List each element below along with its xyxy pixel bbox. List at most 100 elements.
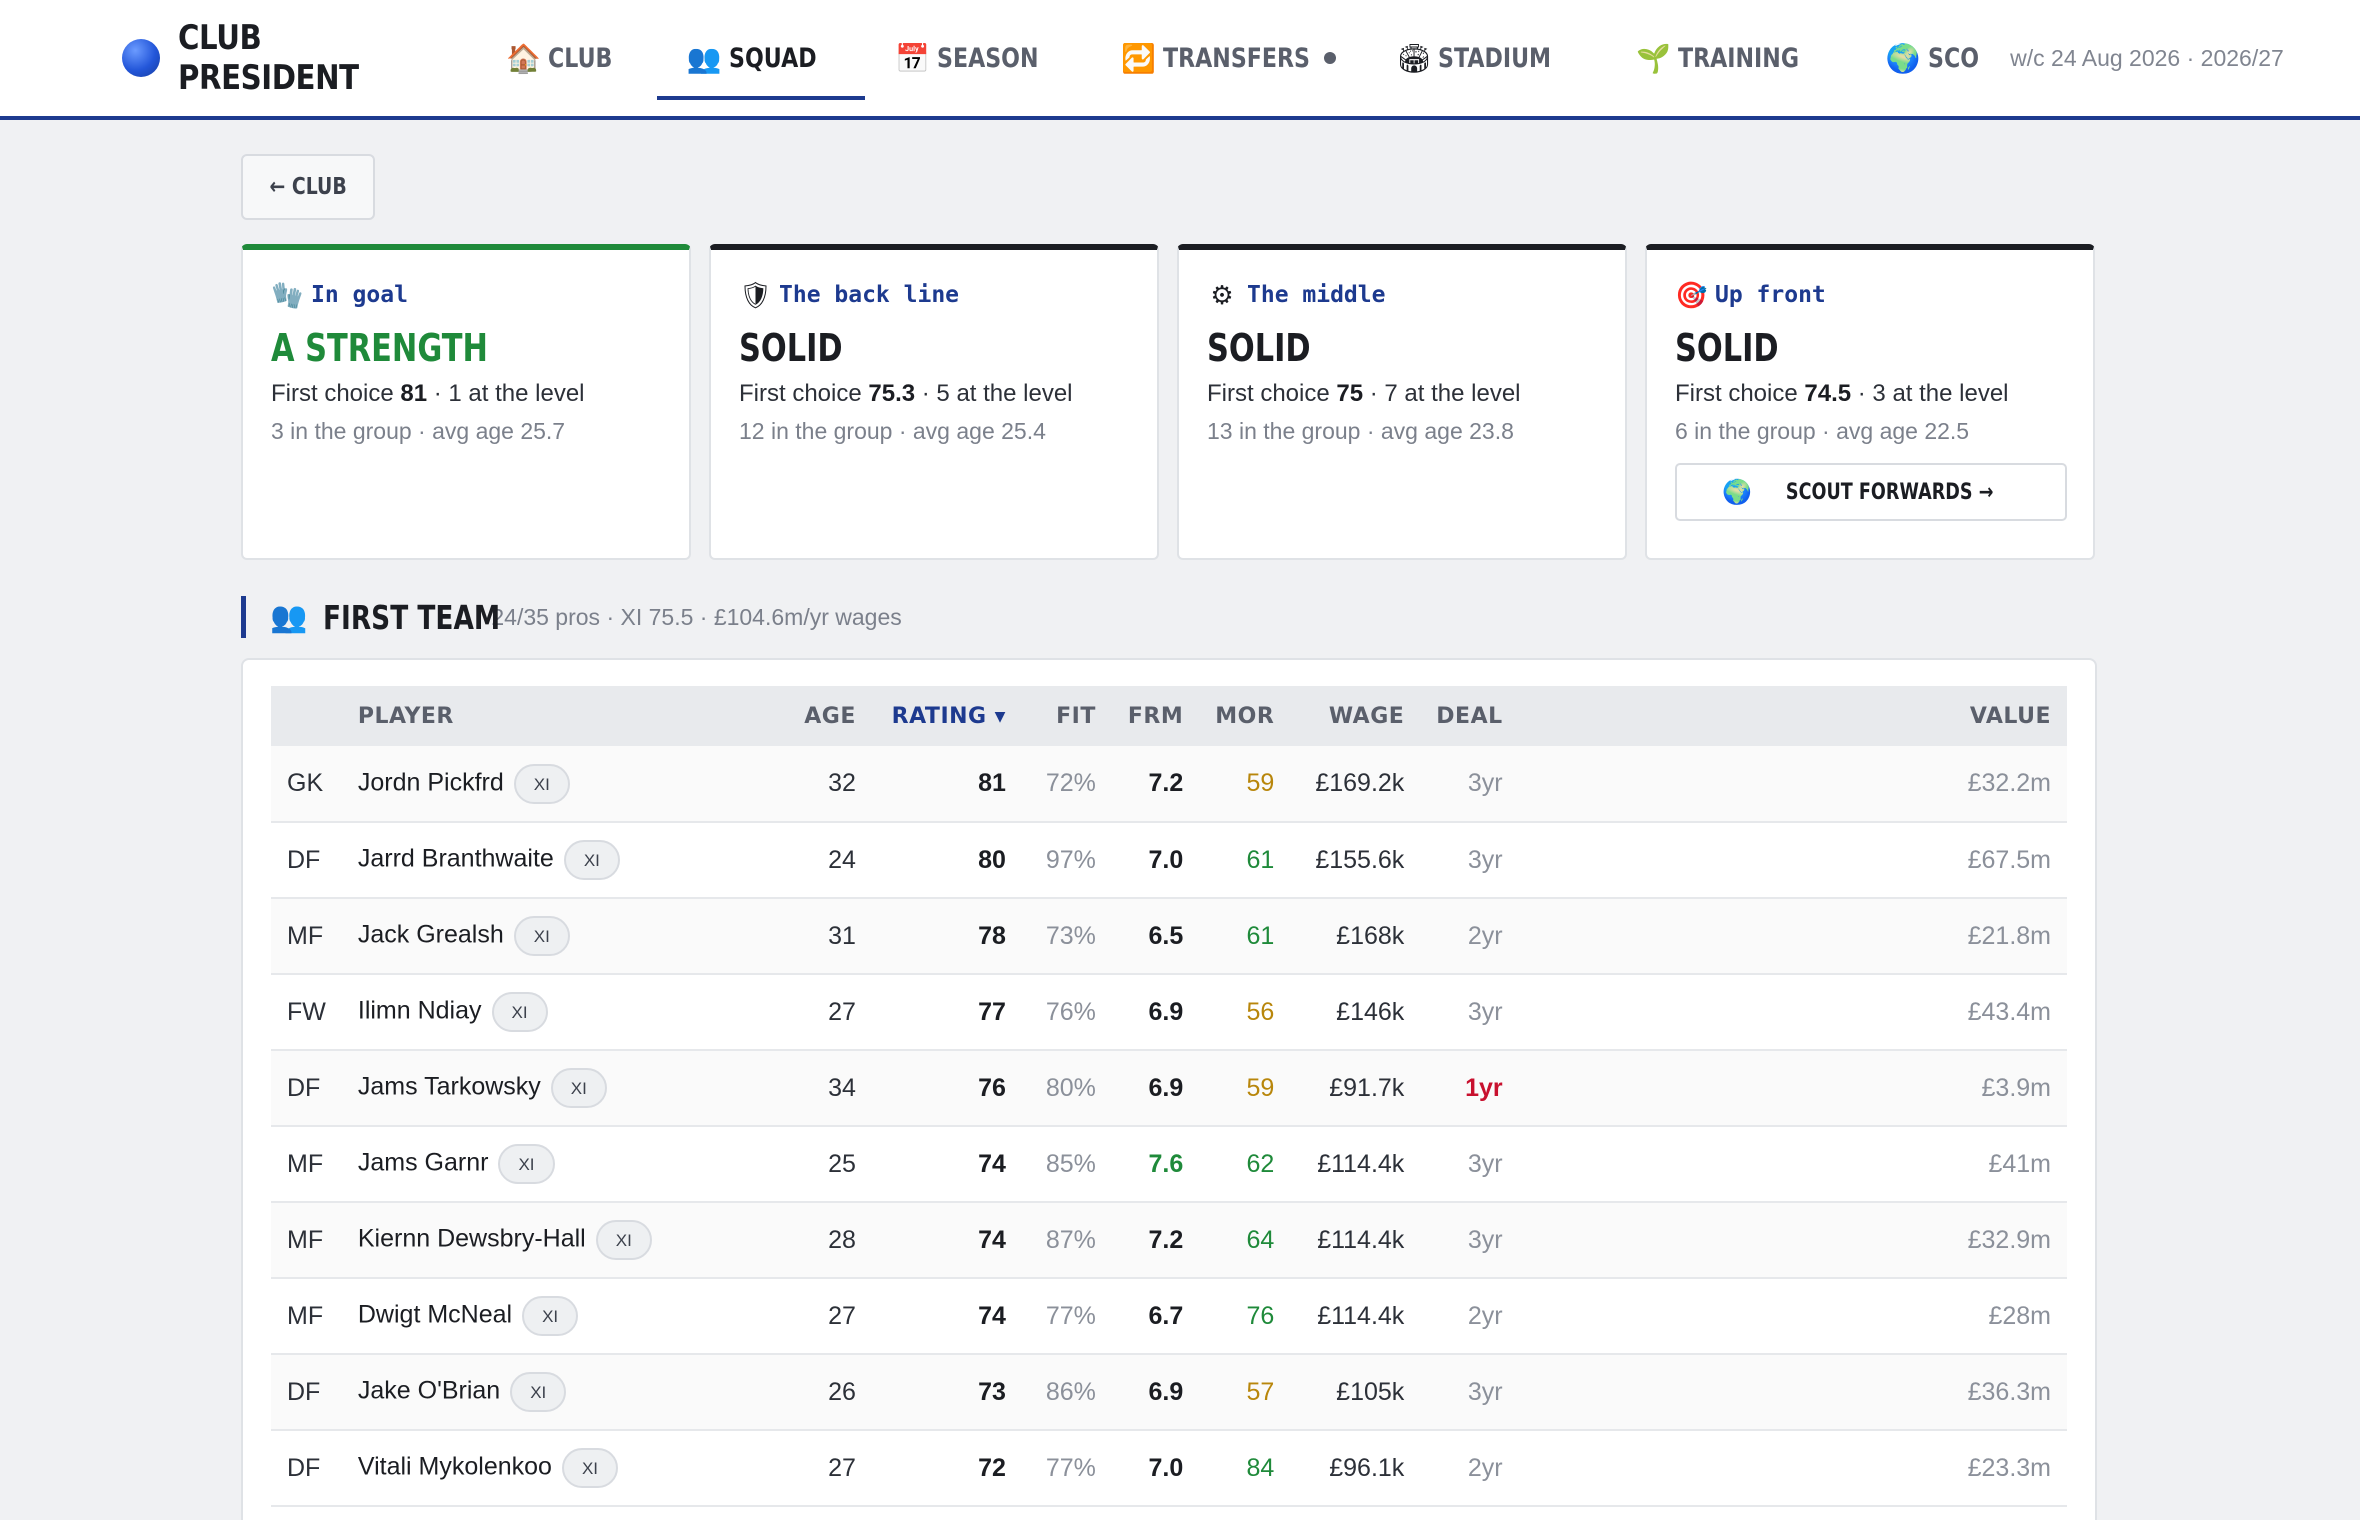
gear-icon: ⚙ bbox=[1210, 279, 1234, 310]
table-row[interactable]: DF Vitali Mykolenkoo XI 27 72 77% 7.0 84 £96.1k 2… bbox=[271, 1430, 2067, 1506]
table-row[interactable]: MF Jack Grealsh XI 31 78 73% 6.5 61 £168k 2yr £21.… bbox=[271, 898, 2067, 974]
player-name[interactable]: Dwigt McNeal bbox=[357, 1300, 513, 1329]
player-wage: £146k bbox=[1336, 997, 1405, 1026]
tab-scout[interactable]: 🌍 SCO bbox=[1856, 0, 2006, 116]
player-cell[interactable]: Jams Tarkowsky XI bbox=[342, 1050, 782, 1126]
tab-transfers[interactable]: 🔁 TRANSFERS bbox=[1091, 0, 1366, 116]
nav-tabs: 🏠 CLUB 👥 SQUAD 📅 SEASON 🔁 TRANSFERS 🏟 STADIUM 🌱 TRA… bbox=[476, 0, 2006, 116]
player-name[interactable]: Vitali Mykolenkoo bbox=[357, 1452, 552, 1481]
card-first-choice: First choice 75 · 7 at the level bbox=[1207, 380, 1597, 408]
card-first-choice: First choice 81 · 1 at the level bbox=[271, 380, 661, 408]
player-rating: 76 bbox=[978, 1073, 1006, 1102]
contract-length: 3yr bbox=[1467, 997, 1503, 1026]
table-row[interactable]: DF Jake O'Brian XI 26 73 86% 6.9 57 £105k 3yr £36.… bbox=[271, 1354, 2067, 1430]
player-age: 27 bbox=[828, 1453, 856, 1482]
card-kicker: The middle bbox=[1247, 282, 1386, 308]
level-count: · 5 at the level bbox=[915, 380, 1073, 407]
player-cell[interactable]: Kiernn Dewsbry-Hall XI bbox=[342, 1202, 782, 1278]
col-player[interactable]: PLAYER bbox=[341, 686, 782, 746]
tab-stadium[interactable]: 🏟 STADIUM bbox=[1366, 0, 1606, 116]
main-content: ← CLUB 🧤 In goal A STRENGTH First choice 81… bbox=[241, 154, 2097, 1520]
calendar-icon: 📅 bbox=[895, 42, 931, 74]
table-row[interactable]: MF Dwigt McNeal XI 27 74 77% 6.7 76 £114.4k 2yr £2… bbox=[271, 1278, 2067, 1354]
first-choice-rating: 74.5 bbox=[1804, 380, 1852, 407]
contract-length: 3yr bbox=[1467, 1225, 1503, 1254]
player-rating: 78 bbox=[978, 921, 1006, 950]
col-fit[interactable]: FIT bbox=[1021, 686, 1112, 746]
table-row[interactable]: GK Jordn Pickfrd XI 32 81 72% 7.2 59 £169.2k 3yr £… bbox=[271, 746, 2067, 822]
player-name[interactable]: Kiernn Dewsbry-Hall bbox=[357, 1224, 586, 1253]
player-value: £67.5m bbox=[1967, 845, 2051, 874]
first-choice-label: First choice bbox=[271, 380, 401, 407]
tab-season[interactable]: 📅 SEASON bbox=[865, 0, 1091, 116]
first-choice-rating: 75.3 bbox=[868, 380, 916, 407]
scout-forwards-button[interactable]: 🌍 SCOUT FORWARDS → bbox=[1675, 463, 2067, 521]
player-cell[interactable]: Jake O'Brian XI bbox=[342, 1354, 782, 1430]
player-name[interactable]: Jams Tarkowsky bbox=[357, 1072, 541, 1101]
repeat-icon: 🔁 bbox=[1121, 42, 1157, 74]
col-age[interactable]: AGE bbox=[781, 686, 872, 746]
brand[interactable]: CLUB PRESIDENT bbox=[122, 18, 428, 98]
player-position: DF bbox=[287, 1073, 321, 1102]
player-value: £3.9m bbox=[1981, 1073, 2051, 1102]
player-cell[interactable]: Vitali Mykolenkoo XI bbox=[342, 1430, 782, 1506]
player-cell[interactable]: Ilimn Ndiay XI bbox=[342, 974, 782, 1050]
player-wage: £114.4k bbox=[1317, 1225, 1405, 1254]
player-fitness: 86% bbox=[1045, 1377, 1096, 1406]
tab-squad-label: SQUAD bbox=[728, 42, 817, 74]
player-cell[interactable]: Jack Grealsh XI bbox=[342, 898, 782, 974]
col-form[interactable]: FRM bbox=[1111, 686, 1200, 746]
first-team-header: 👥 FIRST TEAM 24/35 pros · XI 75.5 · £104… bbox=[241, 596, 2097, 638]
player-rating: 74 bbox=[978, 1301, 1006, 1330]
starting-xi-badge: XI bbox=[522, 1296, 579, 1336]
player-fitness: 85% bbox=[1045, 1149, 1096, 1178]
col-rating[interactable]: RATING ▼ bbox=[871, 686, 1022, 746]
player-position: MF bbox=[287, 1225, 324, 1254]
club-badge-icon bbox=[122, 39, 160, 77]
table-row[interactable]: MF Kiernn Dewsbry-Hall XI 28 74 87% 7.2 64 £114.… bbox=[271, 1202, 2067, 1278]
player-name[interactable]: Ilimn Ndiay bbox=[357, 996, 482, 1025]
table-row[interactable]: DF Jarrd Branthwaite XI 24 80 97% 7.0 61 £155.6k… bbox=[271, 822, 2067, 898]
player-cell[interactable]: Jams Garnr XI bbox=[342, 1126, 782, 1202]
player-name[interactable]: Jack Grealsh bbox=[357, 920, 504, 949]
player-value: £21.8m bbox=[1967, 921, 2051, 950]
back-to-club-button[interactable]: ← CLUB bbox=[241, 154, 375, 220]
player-name[interactable]: Jams Garnr bbox=[357, 1148, 489, 1177]
player-rating: 74 bbox=[978, 1225, 1006, 1254]
tab-squad[interactable]: 👥 SQUAD bbox=[656, 0, 866, 116]
table-row[interactable]: DF Jams Tarkowsky XI 34 76 80% 6.9 59 £91.7k 1yr £… bbox=[271, 1050, 2067, 1126]
player-position: DF bbox=[287, 845, 321, 874]
player-form: 6.9 bbox=[1148, 1377, 1184, 1406]
goalkeeper-glove-icon: 🧤 bbox=[271, 279, 304, 310]
col-value[interactable]: VALUE bbox=[1518, 686, 2067, 746]
col-deal[interactable]: DEAL bbox=[1420, 686, 1519, 746]
player-name[interactable]: Jordn Pickfrd bbox=[357, 768, 504, 797]
top-navigation: CLUB PRESIDENT 🏠 CLUB 👥 SQUAD 📅 SEASON 🔁 TRANSF… bbox=[0, 0, 2360, 120]
player-name[interactable]: Jarrd Branthwaite bbox=[357, 844, 554, 873]
player-wage: £155.6k bbox=[1315, 845, 1405, 874]
card-header: 🛡 The back line bbox=[739, 278, 1129, 312]
player-morale: 56 bbox=[1246, 997, 1275, 1026]
brand-title: CLUB PRESIDENT bbox=[178, 18, 359, 98]
player-name[interactable]: Jake O'Brian bbox=[357, 1376, 501, 1405]
table-row[interactable]: FW Ilimn Ndiay XI 27 77 76% 6.9 56 £146k 3yr £43.4… bbox=[271, 974, 2067, 1050]
card-group-info: 6 in the group · avg age 22.5 bbox=[1675, 418, 1970, 444]
player-morale: 61 bbox=[1246, 921, 1275, 950]
tab-training[interactable]: 🌱 TRAINING bbox=[1606, 0, 1856, 116]
table-row[interactable]: MF Jams Garnr XI 25 74 85% 7.6 62 £114.4k 3yr £41m bbox=[271, 1126, 2067, 1202]
tab-scout-label: SCO bbox=[1927, 42, 1979, 74]
starting-xi-badge: XI bbox=[563, 840, 620, 880]
level-count: · 1 at the level bbox=[427, 380, 585, 407]
player-cell[interactable]: Dwigt McNeal XI bbox=[342, 1278, 782, 1354]
tab-season-label: SEASON bbox=[937, 42, 1039, 74]
player-cell[interactable]: Jordn Pickfrd XI bbox=[342, 746, 782, 822]
col-morale[interactable]: MOR bbox=[1199, 686, 1291, 746]
starting-xi-badge: XI bbox=[595, 1220, 652, 1260]
col-wage[interactable]: WAGE bbox=[1290, 686, 1421, 746]
player-fitness: 73% bbox=[1045, 921, 1096, 950]
player-rating: 72 bbox=[978, 1453, 1006, 1482]
table-header-row: PLAYER AGE RATING ▼ FIT FRM MOR WAGE DEAL… bbox=[271, 686, 2067, 746]
tab-club[interactable]: 🏠 CLUB bbox=[476, 0, 657, 116]
player-age: 26 bbox=[828, 1377, 856, 1406]
player-cell[interactable]: Jarrd Branthwaite XI bbox=[342, 822, 782, 898]
